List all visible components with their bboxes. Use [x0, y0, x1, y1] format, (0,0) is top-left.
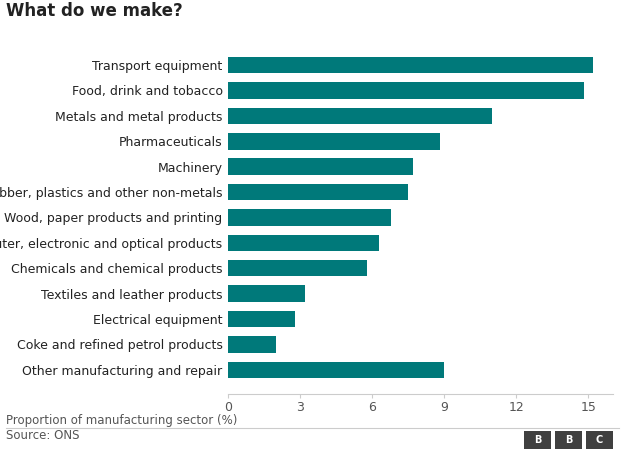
- Bar: [228, 209, 391, 226]
- Bar: [228, 184, 408, 200]
- Bar: [228, 108, 492, 124]
- Bar: [228, 133, 439, 149]
- Bar: [228, 82, 584, 99]
- Text: B: B: [565, 435, 572, 445]
- FancyBboxPatch shape: [586, 431, 613, 449]
- FancyBboxPatch shape: [524, 431, 551, 449]
- Text: Proportion of manufacturing sector (%): Proportion of manufacturing sector (%): [6, 414, 238, 428]
- Bar: [228, 235, 379, 251]
- Bar: [228, 57, 593, 73]
- Bar: [228, 311, 296, 327]
- Text: B: B: [534, 435, 541, 445]
- Bar: [228, 285, 305, 302]
- Bar: [228, 336, 276, 352]
- Bar: [228, 260, 368, 276]
- Text: What do we make?: What do we make?: [6, 2, 183, 20]
- Text: C: C: [596, 435, 603, 445]
- Bar: [228, 159, 413, 175]
- FancyBboxPatch shape: [555, 431, 582, 449]
- Text: Source: ONS: Source: ONS: [6, 429, 80, 442]
- Bar: [228, 361, 444, 378]
